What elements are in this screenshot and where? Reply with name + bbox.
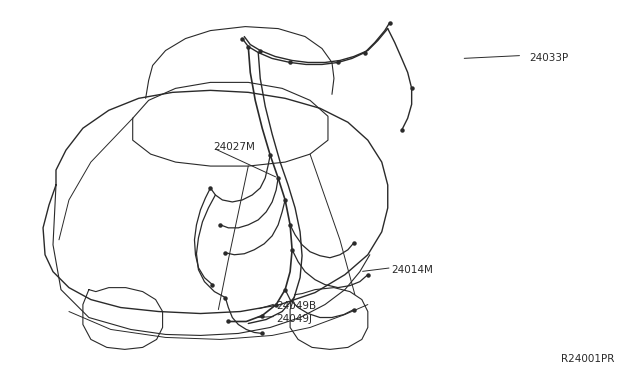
Text: R24001PR: R24001PR	[561, 355, 614, 364]
Text: 24014M: 24014M	[392, 265, 434, 275]
Text: 24027M: 24027M	[213, 142, 255, 152]
Text: 24033P: 24033P	[529, 52, 568, 62]
Text: 24049B: 24049B	[276, 301, 316, 311]
Text: 24049J: 24049J	[276, 314, 312, 324]
